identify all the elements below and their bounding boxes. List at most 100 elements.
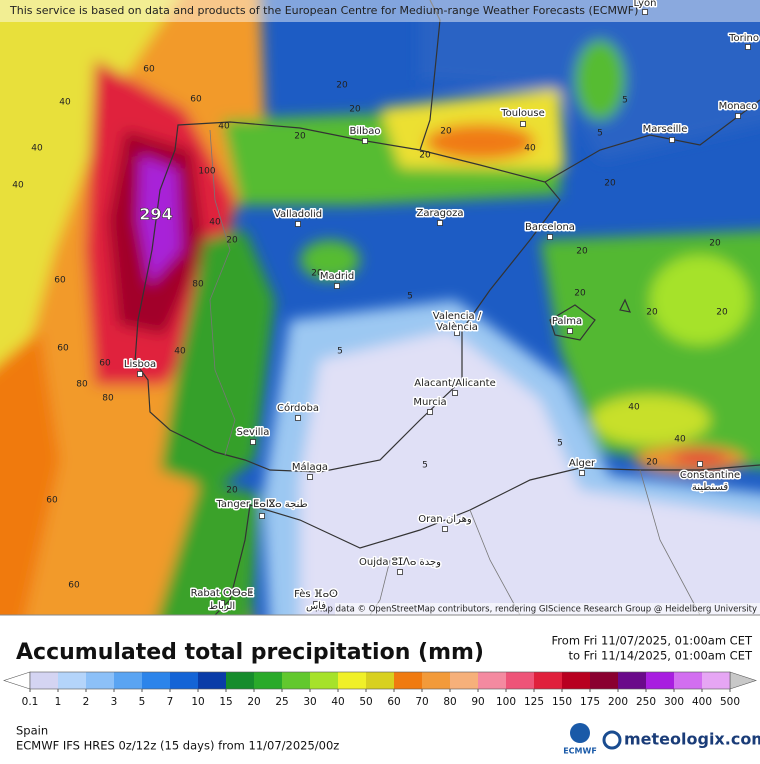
contour-label: 40 xyxy=(674,435,686,445)
city-label: Murcia xyxy=(413,397,446,408)
contour-label: 60 xyxy=(57,344,69,354)
legend-frame xyxy=(29,671,731,690)
city-label: قسنطينة xyxy=(692,482,729,493)
city-marker xyxy=(437,220,443,226)
legend-tick-label: 40 xyxy=(331,696,344,708)
legend-tick-label: 15 xyxy=(219,696,232,708)
legend-tick-label: 1 xyxy=(55,696,62,708)
contour-label: 5 xyxy=(422,461,428,471)
legend-tick-label: 90 xyxy=(471,696,484,708)
contour-label: 20 xyxy=(646,458,658,468)
contour-label: 20 xyxy=(349,105,361,115)
legend-swatch xyxy=(114,672,142,689)
contour-label: 100 xyxy=(198,167,215,177)
legend-tick-label: 30 xyxy=(303,696,316,708)
city-marker xyxy=(307,474,313,480)
legend-tick-label: 0.1 xyxy=(22,696,39,708)
legend-tick-label: 100 xyxy=(496,696,516,708)
contour-label: 20 xyxy=(440,127,452,137)
legend-tick-label: 125 xyxy=(524,696,544,708)
city-marker xyxy=(427,409,433,415)
legend-swatch xyxy=(590,672,618,689)
contour-label: 60 xyxy=(99,359,111,369)
city-marker xyxy=(547,234,553,240)
city-marker xyxy=(520,121,526,127)
city-label: Constantine xyxy=(680,470,740,481)
city-marker xyxy=(454,330,460,336)
city-label: Valladolid xyxy=(274,209,322,220)
contour-label: 80 xyxy=(192,280,204,290)
legend-tick-label: 3 xyxy=(111,696,118,708)
city-label: Lyon xyxy=(633,0,656,9)
city-label: Córdoba xyxy=(277,402,319,414)
legend-tick-label: 60 xyxy=(387,696,400,708)
legend-tick-label: 80 xyxy=(443,696,456,708)
legend-tick-label: 500 xyxy=(720,696,740,708)
city-marker xyxy=(295,221,301,227)
city-label: Fès ⴼⴰⵙ xyxy=(294,588,338,600)
city-label: Oujda ⵓⵊⴷⴰ وجدة xyxy=(359,557,441,568)
city-marker xyxy=(259,513,265,519)
city-marker xyxy=(313,601,319,607)
city-marker xyxy=(442,526,448,532)
legend-swatch xyxy=(338,672,366,689)
legend-tick-label: 300 xyxy=(664,696,684,708)
legend-swatch xyxy=(674,672,702,689)
contour-label: 40 xyxy=(628,403,640,413)
city-label: Marseille xyxy=(643,124,688,135)
contour-label: 5 xyxy=(407,292,413,302)
city-label: Bilbao xyxy=(349,126,380,137)
attribution-band xyxy=(0,0,760,22)
legend-swatch xyxy=(422,672,450,689)
legend-swatch xyxy=(618,672,646,689)
city-label: Madrid xyxy=(320,271,354,282)
legend-swatch xyxy=(198,672,226,689)
region: Spain xyxy=(16,724,48,738)
city-label: Málaga xyxy=(292,461,328,473)
legend-swatch xyxy=(646,672,674,689)
city-label: Palma xyxy=(552,316,582,327)
legend-swatch xyxy=(254,672,282,689)
city-label: Sevilla xyxy=(237,427,270,438)
city-marker xyxy=(219,600,225,606)
city-marker xyxy=(452,390,458,396)
city-label: Zaragoza xyxy=(416,208,463,219)
title: Accumulated total precipitation (mm) xyxy=(16,640,484,665)
meteologix-logo[interactable]: meteologix.com xyxy=(624,730,760,749)
legend-tick-label: 50 xyxy=(359,696,372,708)
legend-tick-label: 2 xyxy=(83,696,90,708)
contour-label: 20 xyxy=(574,289,586,299)
city-marker xyxy=(735,113,741,119)
legend-swatch xyxy=(310,672,338,689)
contour-label: 40 xyxy=(174,347,186,357)
legend-swatch xyxy=(562,672,590,689)
legend-tick-label: 400 xyxy=(692,696,712,708)
city-marker xyxy=(669,137,675,143)
meteologix-icon xyxy=(602,730,622,750)
city-marker xyxy=(334,283,340,289)
legend-swatch xyxy=(534,672,562,689)
city-label: Tanger ⵟⴰⵏⴵⴰ طنجة xyxy=(215,499,307,510)
borders xyxy=(209,129,701,615)
contour-label: 60 xyxy=(54,276,66,286)
contour-label: 20 xyxy=(311,269,323,279)
contour-label: 40 xyxy=(59,98,71,108)
city-label: Torino xyxy=(728,33,759,44)
contour-label: 294 xyxy=(139,205,172,224)
city-marker xyxy=(745,44,751,50)
legend-swatch xyxy=(366,672,394,689)
contour-label: 40 xyxy=(209,218,221,228)
city-marker xyxy=(579,470,585,476)
legend-swatch xyxy=(282,672,310,689)
city-label: الرباط xyxy=(209,601,235,612)
contour-label: 5 xyxy=(622,96,628,106)
city-marker xyxy=(697,461,703,467)
legend-swatch xyxy=(86,672,114,689)
contour-label: 40 xyxy=(218,122,230,132)
legend-tick-label: 20 xyxy=(247,696,260,708)
ecmwf-logo: ECMWF xyxy=(563,747,597,756)
legend-swatch xyxy=(394,672,422,689)
legend-swatch xyxy=(450,672,478,689)
legend-swatch xyxy=(58,672,86,689)
